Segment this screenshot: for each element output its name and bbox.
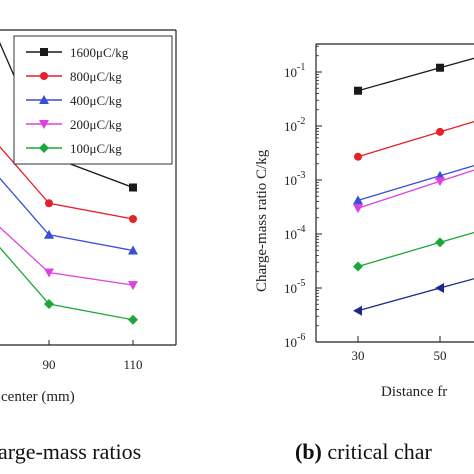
legend-label: 100μC/kg (70, 141, 122, 156)
chart-a-data-point (128, 314, 138, 325)
chart-b-x-tick-label: 50 (434, 348, 447, 363)
chart-b-data-point (353, 204, 363, 214)
chart-b-series-line (357, 165, 474, 201)
chart-b-y-tick-exp: -1 (297, 62, 305, 73)
legend-marker (39, 95, 49, 104)
chart-a-series-line (0, 246, 134, 321)
chart-b-data-point (353, 195, 363, 205)
chart-b-series-line (357, 278, 474, 312)
chart-b-data-point (354, 86, 362, 95)
chart-b-data-point (435, 237, 445, 248)
chart-b-y-tick-exp: -6 (297, 332, 305, 343)
chart-b-caption: (b) critical char (295, 439, 432, 464)
legend-marker (39, 143, 49, 153)
chart-b-y-tick-label: 10-1 (284, 62, 305, 80)
chart-b-y-tick-base: 10 (284, 173, 297, 188)
chart-b-y-tick-base: 10 (284, 119, 297, 134)
chart-a-data-point (44, 299, 54, 310)
chart-b-series-line (357, 120, 474, 158)
chart-b-data-point (354, 152, 362, 161)
chart-b-series-line (357, 57, 474, 92)
chart-b-y-tick-exp: -2 (297, 116, 305, 127)
chart-a-data-point (128, 245, 138, 255)
chart-a-data-point (44, 229, 54, 239)
chart-a-data-point (44, 268, 54, 278)
chart-a-x-tick-label: 110 (123, 357, 142, 372)
chart-b-y-tick-exp: -5 (297, 278, 305, 289)
legend-marker (40, 48, 48, 56)
chart-a-x-axis-label: center (mm) (1, 389, 75, 405)
chart-b-y-tick-label: 10-3 (284, 170, 305, 188)
chart-a-data-point (128, 281, 138, 291)
chart-b-caption-label: (b) (295, 439, 322, 464)
chart-b-y-tick-base: 10 (284, 65, 297, 80)
chart-b-data-point (435, 283, 444, 293)
chart-a-data-point (129, 215, 137, 223)
chart-b-y-tick-base: 10 (284, 281, 297, 296)
chart-a-data-point (129, 183, 137, 192)
legend-marker (40, 72, 48, 80)
chart-b-data-point (353, 261, 363, 272)
chart-b-data-point (353, 305, 362, 316)
chart-a-series-line (0, 226, 134, 286)
chart-a: 90 110 1600μC/kg 800μC/kg 400μC/kg 200μC/kg 1… (0, 29, 177, 464)
chart-b-y-tick-label: 10-5 (284, 278, 305, 296)
chart-b-y-tick-base: 10 (284, 227, 297, 242)
legend-marker (39, 120, 49, 129)
chart-b-y-tick-label: 10-6 (284, 332, 305, 350)
chart-b-series-line (357, 231, 474, 268)
chart-b-y-tick-label: 10-2 (284, 116, 305, 134)
legend-label: 400μC/kg (70, 93, 122, 108)
chart-b-x-tick-label: 30 (352, 348, 365, 363)
chart-a-data-point (45, 199, 53, 208)
chart-a-x-tick-label: 90 (43, 357, 56, 372)
legend-label: 800μC/kg (70, 69, 122, 84)
legend-label: 200μC/kg (70, 117, 122, 132)
chart-b-data-point (436, 127, 444, 136)
chart-b-y-tick-label: 10-4 (284, 224, 305, 242)
chart-b-y-axis-label: Charge-mass ratio C/kg (254, 149, 270, 292)
chart-b-y-tick-exp: -4 (297, 224, 305, 235)
legend-label: 1600μC/kg (70, 45, 129, 60)
chart-b-y-tick-base: 10 (284, 335, 297, 350)
chart-a-caption: arge-mass ratios (0, 439, 141, 464)
chart-b-data-point (436, 63, 444, 72)
chart-b-caption-text: critical char (322, 439, 433, 464)
chart-b-y-tick-exp: -3 (297, 170, 305, 181)
chart-b-data-point (435, 177, 445, 187)
chart-b-x-axis-label: Distance fr (381, 384, 447, 400)
